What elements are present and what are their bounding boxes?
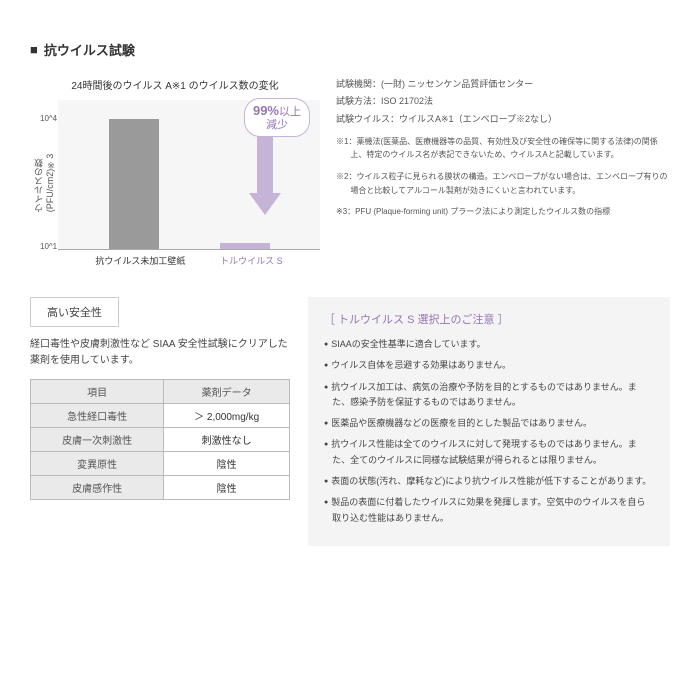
section-title: 抗ウイルス試験	[30, 40, 670, 59]
chart-title: 24時間後のウイルス A※1 のウイルス数の変化	[30, 77, 320, 92]
caution-item: 表面の状態(汚れ、摩耗など)により抗ウイルス性能が低下することがあります。	[324, 474, 654, 489]
info-virus: 試験ウイルス：ウイルスA※1（エンベロープ※2なし）	[336, 112, 670, 127]
section-title-text: 抗ウイルス試験	[44, 40, 135, 59]
y-tick-bottom: 10^1	[40, 242, 57, 251]
safety-table: 項目 薬剤データ 急性経口毒性＞ 2,000mg/kg 皮膚一次刺激性刺激性なし…	[30, 379, 290, 500]
caution-item: ウイルス自体を忌避する効果はありません。	[324, 358, 654, 373]
table-cell: 変異原性	[31, 452, 164, 476]
note-1: ※1：薬機法(医薬品、医療機器等の品質、有効性及び安全性の確保等に関する法律)の…	[336, 135, 670, 162]
safety-col2-hdr: 薬剤データ	[164, 380, 290, 404]
y-axis-label: ウイルスの数 (PFU/cm2)※3	[32, 137, 55, 212]
caution-item: 抗ウイルス加工は、病気の治療や予防を目的とするものではありません。また、感染予防…	[324, 380, 654, 411]
info-org: 試験機関：(一財) ニッセンケン品質評価センター	[336, 77, 670, 92]
table-cell: 刺激性なし	[164, 428, 290, 452]
safety-description: 経口毒性や皮膚刺激性など SIAA 安全性試験にクリアした薬剤を使用しています。	[30, 337, 290, 369]
bar-treated	[220, 243, 270, 249]
caution-list: SIAAの安全性基準に適合しています。 ウイルス自体を忌避する効果はありません。…	[324, 337, 654, 526]
table-cell: 皮膚一次刺激性	[31, 428, 164, 452]
caution-title: ［ トルウイルス S 選択上のご注意 ］	[324, 311, 654, 327]
note-2: ※2：ウイルス粒子に見られる膜状の構造。エンベロープがない場合は、エンベロープ有…	[336, 170, 670, 197]
caution-item: SIAAの安全性基準に適合しています。	[324, 337, 654, 352]
bubble-percent: 99%	[253, 103, 279, 118]
reduction-bubble: 99%以上 減少	[244, 98, 310, 137]
table-cell: 急性経口毒性	[31, 404, 164, 428]
table-cell: 皮膚感作性	[31, 476, 164, 500]
table-cell: ＞ 2,000mg/kg	[164, 404, 290, 428]
safety-column: 高い安全性 経口毒性や皮膚刺激性など SIAA 安全性試験にクリアした薬剤を使用…	[30, 297, 290, 546]
top-section: 24時間後のウイルス A※1 のウイルス数の変化 ウイルスの数 (PFU/cm2…	[30, 77, 670, 267]
x-labels: 抗ウイルス未加工壁紙 トルウイルス S	[58, 250, 320, 267]
decrease-arrow-icon	[252, 125, 278, 215]
chart-area: 24時間後のウイルス A※1 のウイルス数の変化 ウイルスの数 (PFU/cm2…	[30, 77, 320, 267]
caution-item: 抗ウイルス性能は全てのウイルスに対して発現するものではありません。また、全てのウ…	[324, 437, 654, 468]
table-cell: 陰性	[164, 452, 290, 476]
info-area: 試験機関：(一財) ニッセンケン品質評価センター 試験方法：ISO 21702法…	[336, 77, 670, 267]
safety-header: 高い安全性	[30, 297, 119, 327]
safety-col1-hdr: 項目	[31, 380, 164, 404]
chart-box: ウイルスの数 (PFU/cm2)※3 10^4 10^1 99%以上 減少	[58, 100, 320, 250]
bottom-section: 高い安全性 経口毒性や皮膚刺激性など SIAA 安全性試験にクリアした薬剤を使用…	[30, 297, 670, 546]
info-method: 試験方法：ISO 21702法	[336, 94, 670, 109]
x-label-2: トルウイルス S	[220, 254, 283, 267]
caution-item: 製品の表面に付着したウイルスに効果を発揮します。空気中のウイルスを自ら取り込む性…	[324, 495, 654, 526]
x-label-1: 抗ウイルス未加工壁紙	[95, 254, 185, 267]
table-cell: 陰性	[164, 476, 290, 500]
y-tick-top: 10^4	[40, 114, 57, 123]
caution-item: 医薬品や医療機器などの医療を目的とした製品ではありません。	[324, 416, 654, 431]
note-3: ※3：PFU (Plaque-forming unit) プラーク法により測定し…	[336, 205, 670, 219]
bar-untreated	[109, 119, 159, 249]
caution-column: ［ トルウイルス S 選択上のご注意 ］ SIAAの安全性基準に適合しています。…	[308, 297, 670, 546]
